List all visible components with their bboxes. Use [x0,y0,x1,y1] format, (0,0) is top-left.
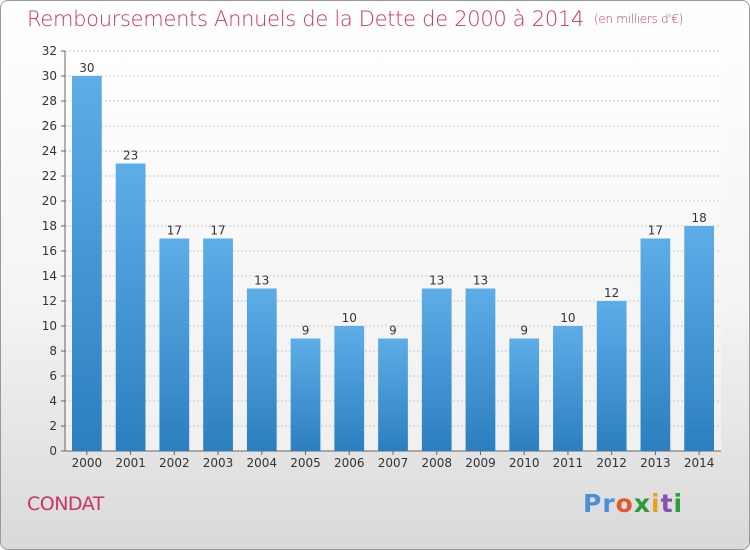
y-tick-label: 22 [42,169,57,183]
bar [509,338,540,451]
bar [684,226,715,451]
data-label: 9 [520,324,528,338]
y-tick-label: 20 [42,194,57,208]
bar [290,338,321,451]
proxiti-logo: Proxiti [583,489,683,518]
y-tick-label: 0 [49,444,57,458]
logo-letter: P [583,489,603,518]
y-tick-label: 12 [42,294,57,308]
logo-letter: i [673,489,684,518]
y-tick-label: 6 [49,369,57,383]
data-label: 9 [302,324,310,338]
bar [115,163,146,451]
bar [246,288,277,451]
x-tick-label: 2001 [115,456,146,470]
y-tick-label: 30 [42,69,57,83]
x-tick-label: 2003 [203,456,234,470]
x-tick-label: 2005 [290,456,321,470]
data-label: 18 [691,211,706,225]
data-label: 17 [210,224,225,238]
x-tick-label: 2012 [596,456,627,470]
data-label: 30 [79,61,94,75]
x-tick-label: 2007 [378,456,409,470]
data-label: 23 [123,149,138,163]
data-label: 17 [648,224,663,238]
data-label: 10 [560,311,575,325]
y-tick-label: 8 [49,344,57,358]
y-tick-label: 26 [42,119,57,133]
logo-letter: i [651,489,661,518]
y-tick-label: 16 [42,244,57,258]
place-name: CONDAT [27,493,104,515]
x-tick-label: 2000 [72,456,103,470]
data-label: 13 [429,274,444,288]
bar [71,76,102,451]
x-tick-label: 2014 [684,456,715,470]
y-tick-label: 24 [42,144,57,158]
bar [640,238,671,451]
x-tick-label: 2004 [247,456,278,470]
y-tick-label: 14 [42,269,57,283]
bar [596,301,627,451]
chart-title: Remboursements Annuels de la Dette de 20… [27,7,683,31]
data-label: 10 [342,311,357,325]
logo-letter: t [660,489,674,518]
data-label: 9 [389,324,397,338]
x-tick-label: 2008 [421,456,452,470]
y-tick-label: 28 [42,94,57,108]
y-tick-label: 18 [42,219,57,233]
data-label: 13 [254,274,269,288]
x-tick-label: 2006 [334,456,365,470]
y-tick-label: 32 [42,44,57,58]
x-tick-label: 2011 [553,456,584,470]
bar [553,326,583,451]
plot-area: 0246810121416182022242628303230200023200… [42,44,721,470]
chart-unit: (en milliers d'€) [594,12,684,26]
logo-letter: r [602,489,616,518]
y-tick-label: 2 [49,419,57,433]
bar [159,238,190,451]
y-tick-label: 10 [42,319,57,333]
chart-title-text: Remboursements Annuels de la Dette de 20… [27,7,584,31]
data-label: 17 [167,224,182,238]
bar [465,288,496,451]
x-tick-label: 2002 [159,456,190,470]
y-tick-label: 4 [49,394,57,408]
data-label: 13 [473,274,488,288]
x-tick-label: 2013 [640,456,671,470]
logo-letter: x [633,489,651,518]
x-tick-label: 2009 [465,456,496,470]
bar [203,238,233,451]
bar [334,326,365,451]
bar [378,338,408,451]
data-label: 12 [604,286,619,300]
x-tick-label: 2010 [509,456,540,470]
bar [421,288,452,451]
logo-letter: o [615,489,634,518]
